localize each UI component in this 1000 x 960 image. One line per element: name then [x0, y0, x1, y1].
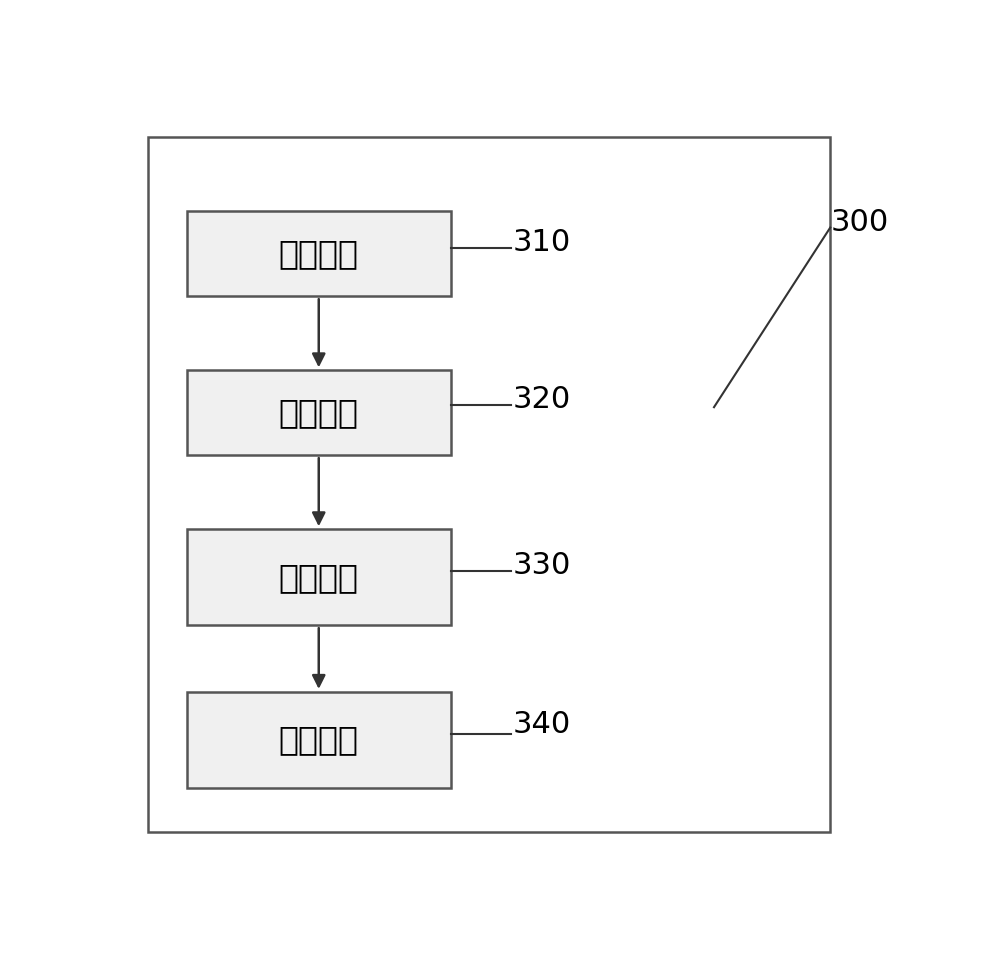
Text: 320: 320 [512, 385, 571, 414]
Bar [148, 137, 830, 832]
Text: 排序模块: 排序模块 [279, 396, 359, 429]
Text: 抽样模块: 抽样模块 [279, 237, 359, 271]
Bar [187, 692, 450, 788]
Text: 330: 330 [512, 551, 571, 581]
Bar [187, 371, 450, 455]
Text: 340: 340 [512, 710, 571, 739]
Bar [187, 529, 450, 625]
Text: 分配模块: 分配模块 [279, 561, 359, 593]
Text: 300: 300 [830, 207, 889, 236]
Bar [187, 211, 450, 297]
Text: 310: 310 [512, 228, 571, 256]
Text: 执行模块: 执行模块 [279, 723, 359, 756]
